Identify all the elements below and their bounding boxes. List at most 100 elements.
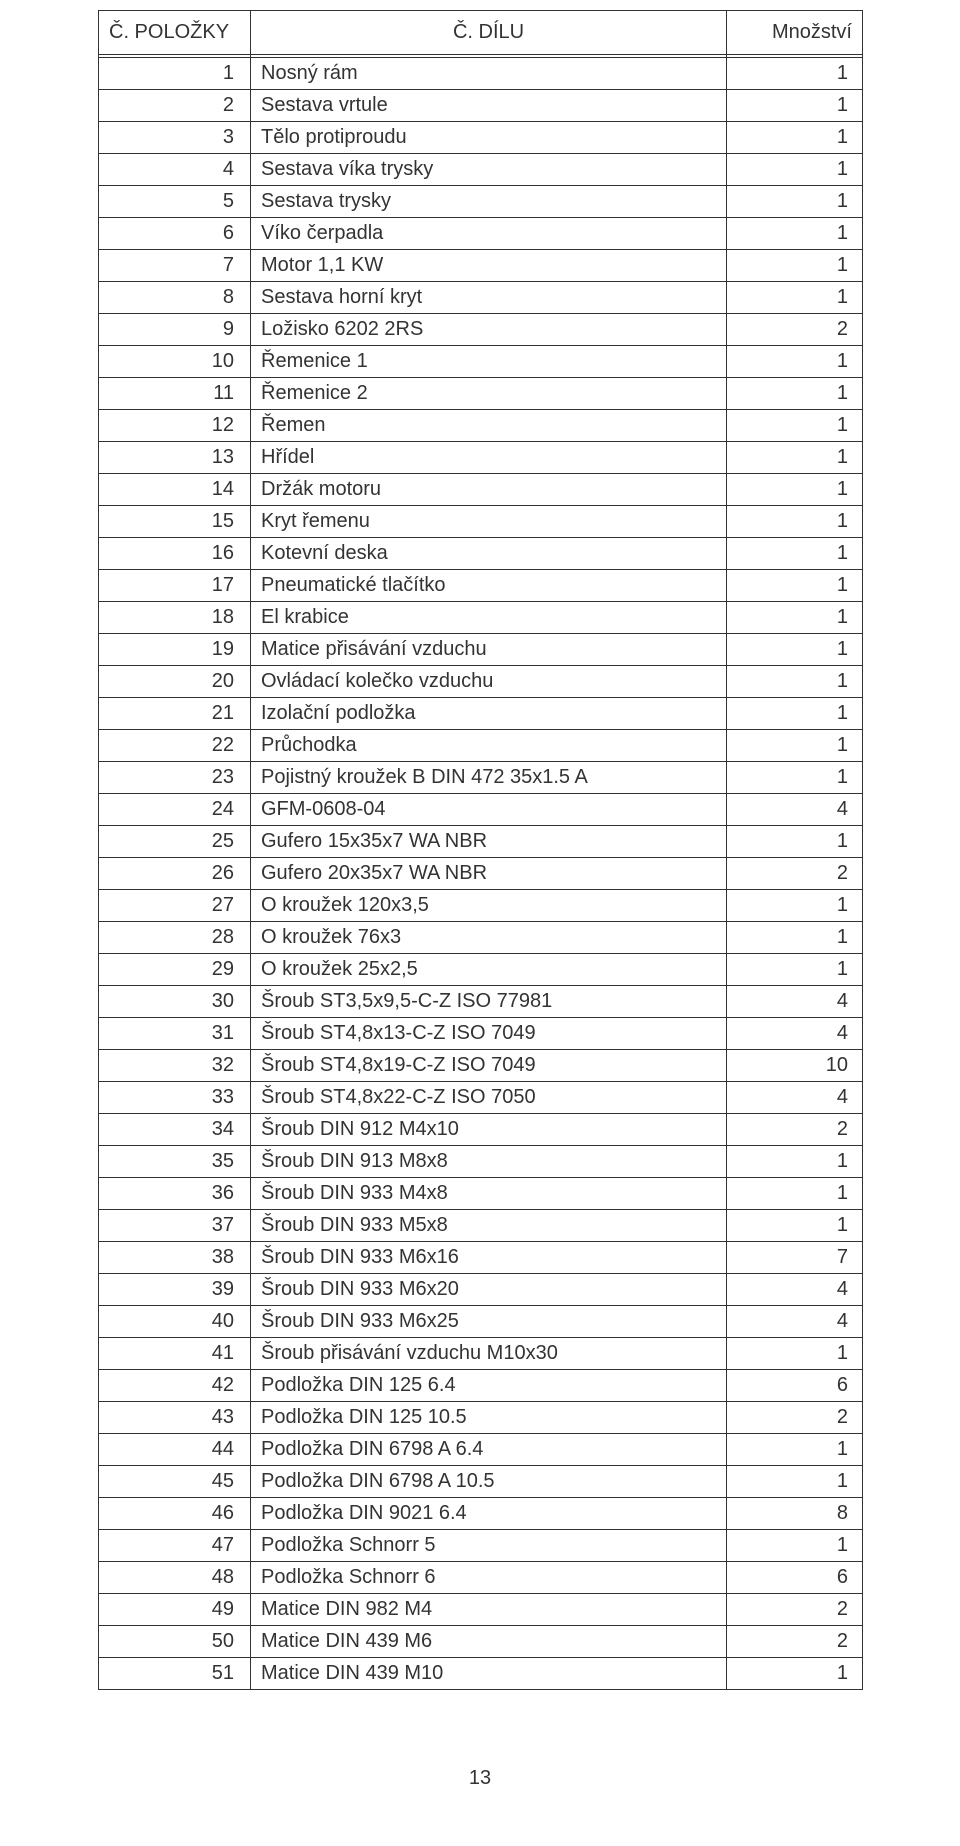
cell-qty: 1 [727,282,863,314]
table-row: 48Podložka Schnorr 66 [99,1562,863,1594]
cell-qty: 1 [727,58,863,90]
cell-part-no: Kotevní deska [251,538,727,570]
table-row: 47Podložka Schnorr 51 [99,1530,863,1562]
cell-part-no: Ložisko 6202 2RS [251,314,727,346]
cell-part-no: Gufero 20x35x7 WA NBR [251,858,727,890]
cell-item-no: 3 [99,122,251,154]
cell-part-no: Řemen [251,410,727,442]
table-row: 24GFM-0608-044 [99,794,863,826]
cell-qty: 2 [727,1114,863,1146]
table-row: 43Podložka DIN 125 10.52 [99,1402,863,1434]
cell-item-no: 23 [99,762,251,794]
table-body: 1Nosný rám12Sestava vrtule13Tělo protipr… [99,55,863,1690]
cell-item-no: 44 [99,1434,251,1466]
cell-item-no: 48 [99,1562,251,1594]
cell-part-no: Podložka Schnorr 5 [251,1530,727,1562]
cell-qty: 1 [727,218,863,250]
cell-qty: 1 [727,1530,863,1562]
table-row: 7Motor 1,1 KW1 [99,250,863,282]
table-row: 36Šroub DIN 933 M4x81 [99,1178,863,1210]
cell-qty: 1 [727,826,863,858]
parts-table: Č. POLOŽKY Č. DÍLU Množství 1Nosný rám12… [98,10,863,1690]
cell-item-no: 38 [99,1242,251,1274]
cell-part-no: O kroužek 76x3 [251,922,727,954]
cell-part-no: Řemenice 2 [251,378,727,410]
col-header-item-no: Č. POLOŽKY [99,11,251,55]
cell-item-no: 21 [99,698,251,730]
cell-qty: 1 [727,250,863,282]
cell-qty: 4 [727,1274,863,1306]
cell-item-no: 10 [99,346,251,378]
table-row: 50Matice DIN 439 M62 [99,1626,863,1658]
cell-item-no: 43 [99,1402,251,1434]
cell-part-no: Gufero 15x35x7 WA NBR [251,826,727,858]
cell-part-no: Tělo protiproudu [251,122,727,154]
cell-part-no: Podložka DIN 125 6.4 [251,1370,727,1402]
table-row: 22Průchodka1 [99,730,863,762]
table-row: 9Ložisko 6202 2RS2 [99,314,863,346]
cell-qty: 1 [727,378,863,410]
table-row: 45Podložka DIN 6798 A 10.51 [99,1466,863,1498]
cell-item-no: 8 [99,282,251,314]
cell-qty: 1 [727,122,863,154]
cell-item-no: 12 [99,410,251,442]
cell-qty: 1 [727,1178,863,1210]
table-row: 18El krabice1 [99,602,863,634]
col-header-qty: Množství [727,11,863,55]
cell-qty: 2 [727,1594,863,1626]
table-row: 35Šroub DIN 913 M8x81 [99,1146,863,1178]
cell-item-no: 42 [99,1370,251,1402]
cell-part-no: Šroub DIN 933 M4x8 [251,1178,727,1210]
table-row: 30Šroub ST3,5x9,5-C-Z ISO 779814 [99,986,863,1018]
cell-item-no: 49 [99,1594,251,1626]
cell-qty: 1 [727,506,863,538]
table-row: 44Podložka DIN 6798 A 6.41 [99,1434,863,1466]
cell-item-no: 45 [99,1466,251,1498]
cell-item-no: 1 [99,58,251,90]
table-row: 40Šroub DIN 933 M6x254 [99,1306,863,1338]
table-row: 37Šroub DIN 933 M5x81 [99,1210,863,1242]
cell-qty: 4 [727,1018,863,1050]
cell-qty: 4 [727,1082,863,1114]
cell-item-no: 36 [99,1178,251,1210]
cell-part-no: Víko čerpadla [251,218,727,250]
cell-qty: 1 [727,698,863,730]
cell-item-no: 22 [99,730,251,762]
table-row: 51Matice DIN 439 M101 [99,1658,863,1690]
cell-item-no: 40 [99,1306,251,1338]
cell-part-no: Ovládací kolečko vzduchu [251,666,727,698]
cell-item-no: 46 [99,1498,251,1530]
cell-qty: 4 [727,794,863,826]
cell-part-no: Podložka Schnorr 6 [251,1562,727,1594]
cell-item-no: 30 [99,986,251,1018]
cell-qty: 1 [727,410,863,442]
cell-part-no: Sestava vrtule [251,90,727,122]
table-row: 1Nosný rám1 [99,58,863,90]
table-row: 41Šroub přisávání vzduchu M10x301 [99,1338,863,1370]
cell-qty: 1 [727,954,863,986]
cell-qty: 1 [727,602,863,634]
cell-qty: 1 [727,186,863,218]
cell-qty: 1 [727,1466,863,1498]
cell-part-no: Sestava trysky [251,186,727,218]
cell-item-no: 28 [99,922,251,954]
table-row: 11Řemenice 21 [99,378,863,410]
cell-part-no: Šroub ST4,8x19-C-Z ISO 7049 [251,1050,727,1082]
table-row: 3Tělo protiproudu1 [99,122,863,154]
cell-item-no: 27 [99,890,251,922]
cell-part-no: Matice DIN 982 M4 [251,1594,727,1626]
cell-part-no: Matice DIN 439 M10 [251,1658,727,1690]
cell-part-no: Sestava horní kryt [251,282,727,314]
cell-part-no: Šroub DIN 913 M8x8 [251,1146,727,1178]
cell-qty: 1 [727,570,863,602]
table-row: 26Gufero 20x35x7 WA NBR2 [99,858,863,890]
cell-part-no: Izolační podložka [251,698,727,730]
cell-item-no: 24 [99,794,251,826]
cell-qty: 1 [727,666,863,698]
cell-item-no: 32 [99,1050,251,1082]
table-row: 15Kryt řemenu1 [99,506,863,538]
cell-qty: 1 [727,1434,863,1466]
cell-qty: 7 [727,1242,863,1274]
table-row: 2Sestava vrtule1 [99,90,863,122]
cell-qty: 1 [727,346,863,378]
